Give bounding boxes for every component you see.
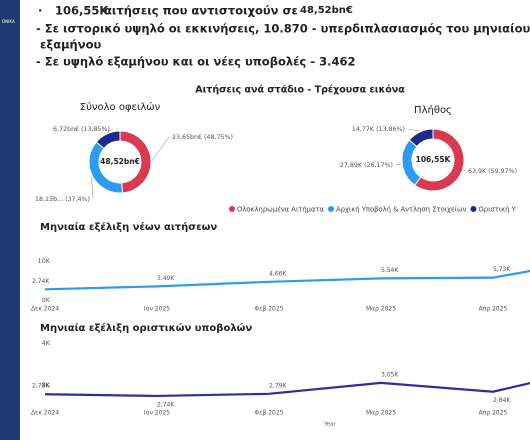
x-tick-label: Απρ 2025 xyxy=(479,306,508,313)
x-tick-label: Μαρ 2025 xyxy=(366,410,396,417)
chart-title: Σύνολο οφειλών xyxy=(80,101,161,113)
data-label: 2,74K xyxy=(157,401,175,408)
sidebar-label: ΟΝΙΚΑ xyxy=(2,19,15,24)
x-tick-label: Φεβ 2025 xyxy=(255,306,284,313)
highlight-text: αιτήσεις που αντιστοιχούν σε xyxy=(104,4,298,18)
y-tick-label: 3K xyxy=(42,381,51,389)
data-label: 2,78K xyxy=(32,383,50,390)
value-label: 63,9K (59,97%) xyxy=(468,168,517,175)
data-label: 5,54K xyxy=(381,267,399,274)
pie-slice xyxy=(414,128,465,192)
highlight-line: - Σε υψηλό εξαμήνου και οι νέες υποβολές… xyxy=(36,55,356,69)
value-label: 18,15b... (37,4%) xyxy=(35,196,90,203)
leader-line xyxy=(395,163,402,166)
pie-slice xyxy=(408,128,434,148)
legend-label: Οριστική Υ xyxy=(478,206,516,214)
data-label: 2,84K xyxy=(493,397,511,404)
sidebar xyxy=(0,0,20,440)
legend-marker xyxy=(229,206,235,212)
x-tick-label: Δεκ 2024 xyxy=(31,306,59,313)
x-tick-label: Ιαν 2025 xyxy=(144,410,170,417)
leader-line xyxy=(151,136,170,161)
data-label: 2,74K xyxy=(32,278,50,285)
chart-title: Πλήθος xyxy=(414,104,452,116)
x-tick-label: Μαρ 2025 xyxy=(366,306,396,313)
chart-title: Μηνιαία εξέλιξη οριστικών υποβολών xyxy=(40,322,252,334)
x-tick-label: Δεκ 2024 xyxy=(31,410,59,417)
x-tick-label: Ιαν 2025 xyxy=(144,306,170,313)
line xyxy=(44,269,530,291)
data-label: 2,79K xyxy=(269,382,287,389)
highlight-line: - Σε ιστορικό υψηλό οι εκκινήσεις, 10.87… xyxy=(36,22,530,36)
legend-label: Αρχική Υποβολή & Αντληση Στοιχείων xyxy=(336,206,467,214)
count: 106,55K xyxy=(55,4,109,18)
leader-line xyxy=(463,169,466,172)
y-tick-label: 4K xyxy=(42,339,51,347)
x-tick-label: Απρ 2025 xyxy=(479,410,508,417)
data-label: 4,66K xyxy=(269,270,287,277)
legend-marker xyxy=(470,206,477,212)
leader-line xyxy=(106,128,114,134)
bullet: · xyxy=(38,4,42,18)
x-tick-label: Φεβ 2025 xyxy=(255,410,284,417)
pie-slice xyxy=(95,130,121,150)
chart-title: Μηνιαία εξέλιξη νέων αιτήσεων xyxy=(40,221,217,233)
data-label: 5,73K xyxy=(493,266,511,273)
section-title: Αιτήσεις ανά στάδιο - Τρέχουσα εικόνα xyxy=(195,85,405,96)
data-label: 3,05K xyxy=(381,371,399,378)
center-label: 48,52bn€ xyxy=(100,157,140,166)
value-label: 23,65bn€ (48,75%) xyxy=(172,134,233,141)
legend-marker xyxy=(328,206,335,212)
pie-slice xyxy=(88,141,123,194)
highlight-line: εξαμήνου xyxy=(40,38,101,52)
line xyxy=(44,381,530,398)
center-label: 106,55K xyxy=(416,155,452,164)
value-label: 27,89K (26,17%) xyxy=(340,162,393,169)
data-label: 3,49K xyxy=(157,275,175,282)
y-tick-label: 0K xyxy=(42,296,51,304)
x-axis-title: Year xyxy=(323,422,336,428)
leader-line xyxy=(91,176,94,200)
leader-line xyxy=(407,128,420,132)
legend-label: Ολοκληρωμένα Αιτήματα xyxy=(237,206,325,214)
y-tick-label: 10K xyxy=(37,257,50,265)
value-label: 6,72bn€ (13,85%) xyxy=(53,126,110,133)
amount: 48,52bn€ xyxy=(300,5,353,16)
value-label: 14,77K (13,86%) xyxy=(352,126,405,133)
